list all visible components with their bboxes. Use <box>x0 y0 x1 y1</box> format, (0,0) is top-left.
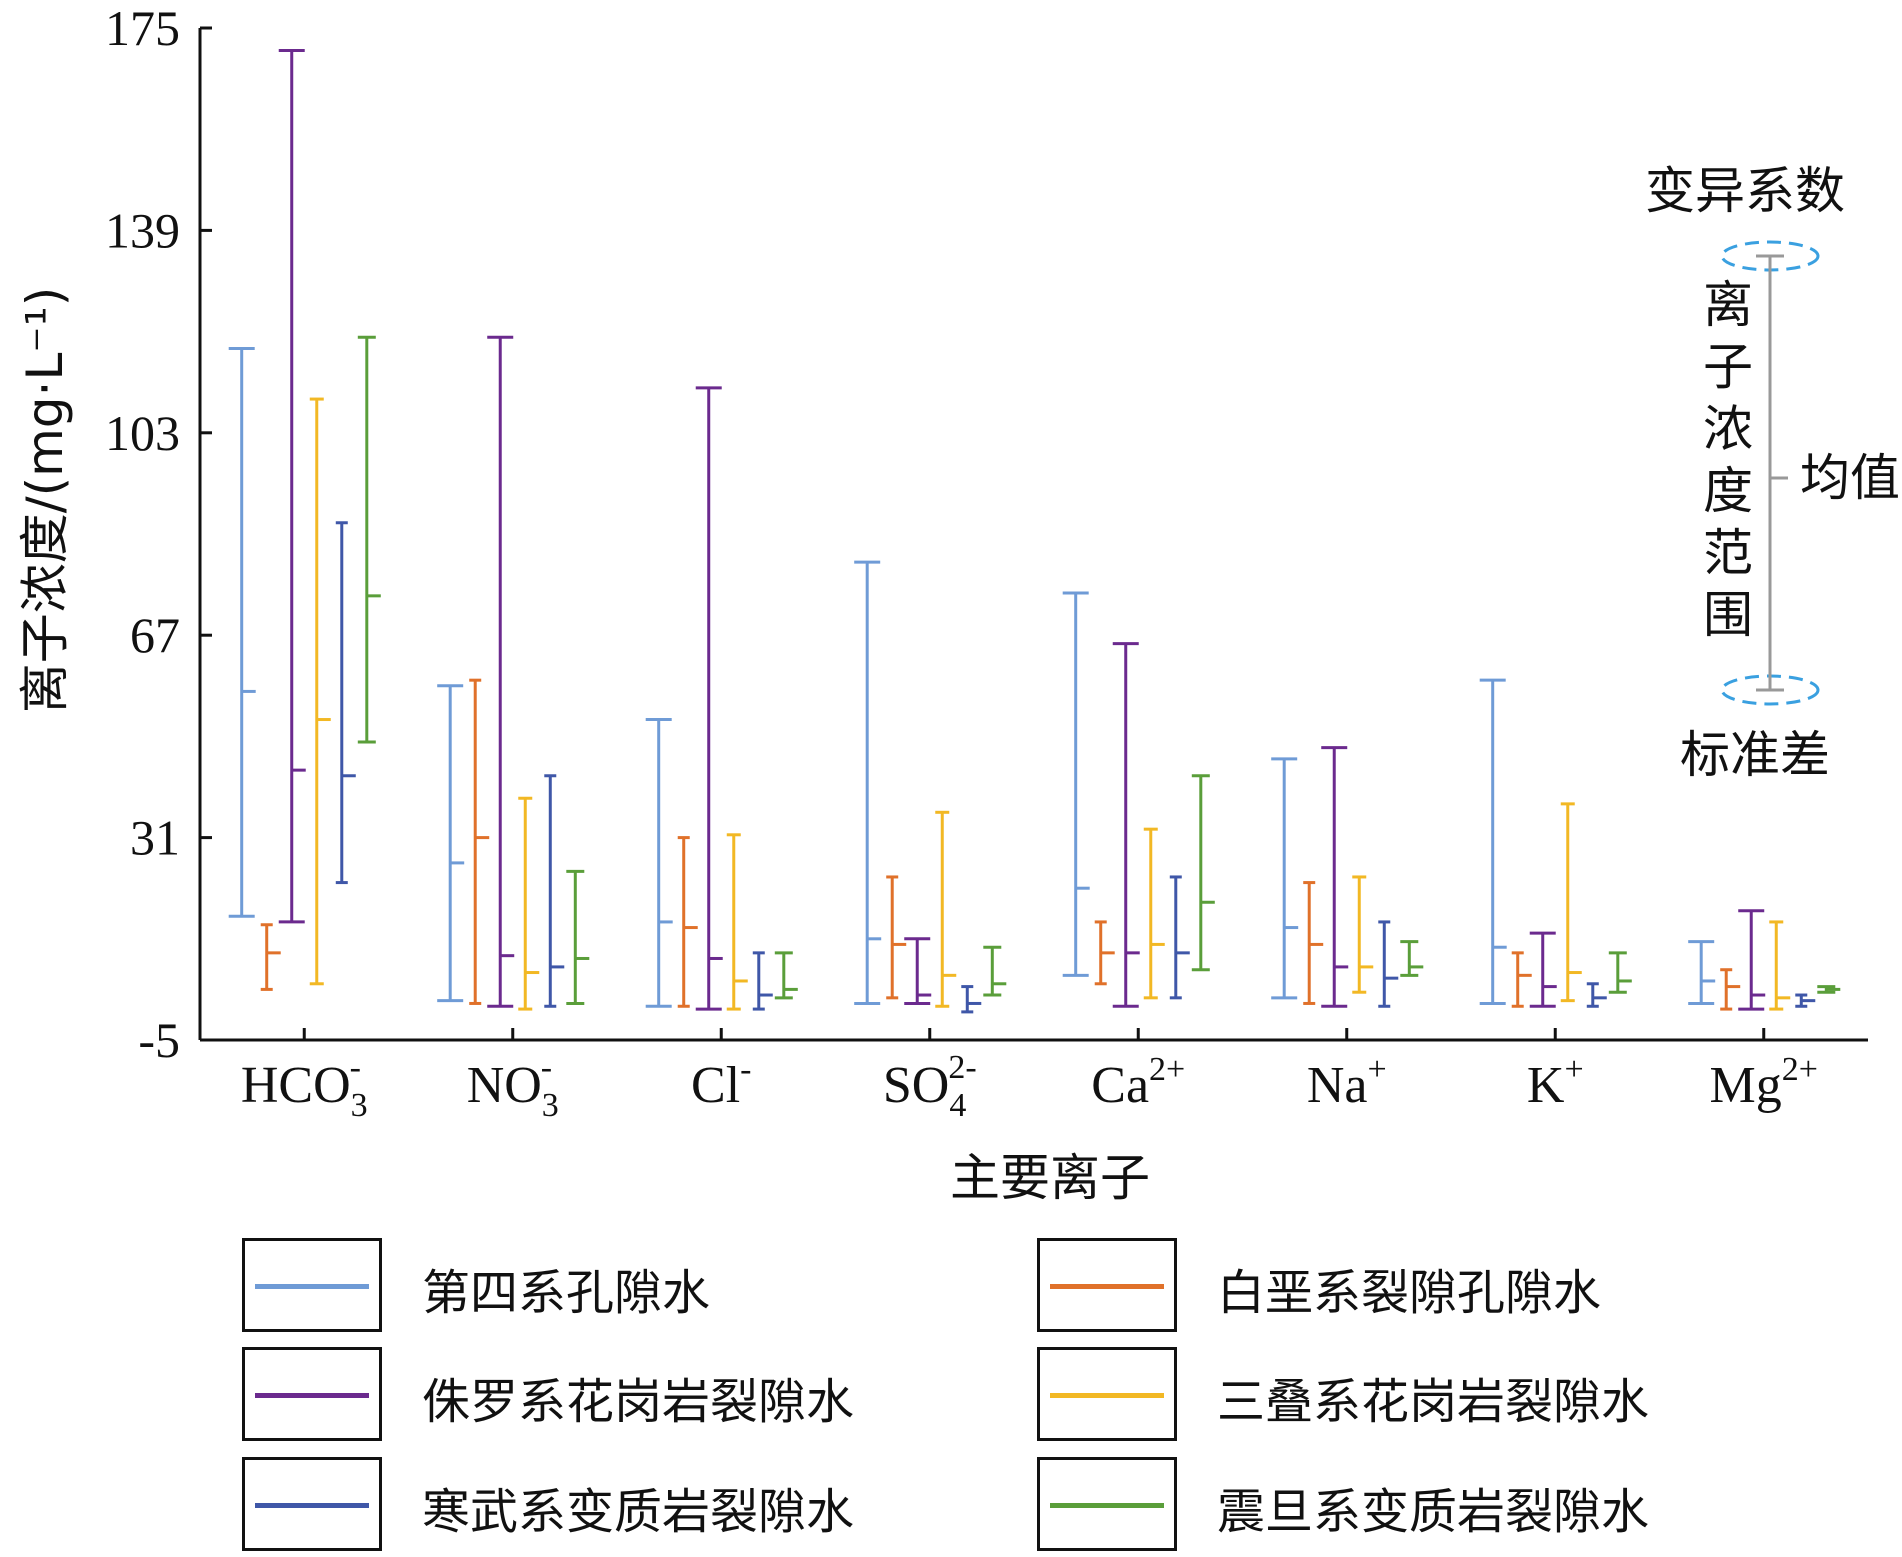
errorbar-7-1 <box>1720 968 1741 1011</box>
y-tick-label: 175 <box>105 0 180 56</box>
errorbar-0-4 <box>335 521 356 885</box>
legend-label: 侏罗系花岗岩裂隙水 <box>422 1374 855 1430</box>
errorbar-1-4 <box>544 774 565 1008</box>
errorbar-4-1 <box>1094 920 1115 986</box>
errorbar-5-3 <box>1352 875 1374 994</box>
y-tick-label: 139 <box>105 202 180 258</box>
errorbar-6-0 <box>1479 678 1507 1005</box>
annotation-mean-label: 均值 <box>1800 449 1900 507</box>
y-tick-label: -5 <box>138 1012 180 1068</box>
errorbar-6-4 <box>1586 982 1607 1008</box>
errorbar-2-0 <box>645 718 673 1008</box>
legend-swatch-box <box>242 1347 382 1441</box>
annotation-range-char: 离 <box>1703 276 1753 334</box>
annotation-top-label: 变异系数 <box>1645 162 1845 220</box>
y-tick-label: 67 <box>130 607 180 663</box>
errorbar-3-4 <box>961 985 982 1014</box>
errorbar-3-5 <box>983 945 1007 997</box>
errorbar-2-4 <box>752 951 773 1011</box>
y-tick-label: 103 <box>105 405 180 461</box>
errorbar-7-5 <box>1817 985 1841 994</box>
legend-swatch-line <box>1050 1393 1164 1398</box>
errorbar-3-3 <box>935 810 957 1008</box>
errorbar-7-4 <box>1795 993 1816 1008</box>
errorbar-5-2 <box>1321 746 1349 1008</box>
chart-axes: 175 139 103 67 31 -5 HCO3- NO3- Cl- SO42- Ca2+ Na+ K… <box>105 0 1868 1124</box>
errorbar-4-4 <box>1169 875 1190 1000</box>
legend-swatch-box <box>1037 1238 1177 1332</box>
y-axis-label: 离子浓度/(mg·L⁻¹) <box>16 287 74 714</box>
annotation-range-char: 范 <box>1703 524 1753 582</box>
errorbar-6-1 <box>1511 951 1532 1008</box>
errorbar-5-1 <box>1303 881 1324 1005</box>
x-tick-label: NO3- <box>467 1049 559 1124</box>
errorbar-4-0 <box>1062 591 1090 977</box>
errorbar-6-2 <box>1529 931 1557 1008</box>
errorbar-0-2 <box>278 48 306 924</box>
errorbar-3-1 <box>886 875 907 1000</box>
legend-label: 第四系孔隙水 <box>422 1265 711 1321</box>
legend-swatch-box <box>1037 1347 1177 1441</box>
errorbar-5-4 <box>1378 920 1399 1008</box>
errorbar-3-0 <box>854 560 882 1005</box>
legend-label: 震旦系变质岩裂隙水 <box>1217 1484 1650 1540</box>
legend-label: 白垩系裂隙孔隙水 <box>1217 1265 1602 1321</box>
errorbar-7-3 <box>1769 920 1791 1011</box>
errorbar-5-5 <box>1400 940 1424 977</box>
legend-swatch-box <box>242 1238 382 1332</box>
annotation-range-char: 度 <box>1703 462 1753 520</box>
x-tick-label: Cl- <box>691 1051 751 1114</box>
errorbar-2-3 <box>726 833 748 1011</box>
legend-swatch-line <box>255 1284 369 1289</box>
x-tick-label: SO42- <box>883 1049 977 1124</box>
errorbar-1-0 <box>437 684 465 1003</box>
errorbar-0-5 <box>357 335 381 744</box>
errorbar-1-5 <box>566 869 590 1005</box>
errorbar-0-1 <box>260 923 281 991</box>
errorbar-6-5 <box>1608 951 1632 994</box>
errorbar-0-0 <box>228 346 256 918</box>
errorbar-4-5 <box>1191 774 1215 972</box>
x-tick-label: Mg2+ <box>1710 1051 1818 1114</box>
x-tick-label: Na+ <box>1307 1051 1387 1114</box>
x-tick-label: Ca2+ <box>1091 1051 1185 1114</box>
errorbar-5-0 <box>1271 757 1299 1000</box>
legend-swatch-line <box>1050 1503 1164 1508</box>
errorbar-4-2 <box>1112 642 1140 1008</box>
y-tick-label: 31 <box>130 810 180 866</box>
legend-swatch-box <box>242 1457 382 1551</box>
errorbar-1-2 <box>487 335 515 1008</box>
annotation-range-char: 围 <box>1703 586 1753 644</box>
errorbar-4-3 <box>1143 827 1165 1000</box>
errorbar-1-3 <box>518 796 540 1011</box>
x-tick-label: HCO3- <box>241 1049 368 1124</box>
errorbar-1-1 <box>469 678 490 1005</box>
errorbar-2-2 <box>695 386 723 1011</box>
legend-swatch-line <box>255 1503 369 1508</box>
x-axis-label: 主要离子 <box>950 1149 1150 1207</box>
errorbar-2-1 <box>677 836 698 1008</box>
annotation-bottom-label: 标准差 <box>1680 726 1830 784</box>
errorbar-0-3 <box>309 397 331 986</box>
x-tick-label: K+ <box>1527 1051 1584 1114</box>
errorbar-7-0 <box>1688 940 1716 1005</box>
legend-label: 寒武系变质岩裂隙水 <box>422 1484 855 1540</box>
errorbar-2-5 <box>774 951 798 1000</box>
errorbar-6-3 <box>1560 802 1582 1003</box>
errorbar-3-2 <box>904 937 932 1005</box>
errorbar-7-2 <box>1738 909 1766 1011</box>
legend-label: 三叠系花岗岩裂隙水 <box>1217 1374 1650 1430</box>
chart-bars <box>228 48 1841 1014</box>
annotation-range-char: 浓 <box>1703 400 1753 458</box>
legend-swatch-line <box>255 1393 369 1398</box>
legend-swatch-line <box>1050 1284 1164 1289</box>
legend-swatch-box <box>1037 1457 1177 1551</box>
annotation-range-char: 子 <box>1703 338 1753 396</box>
